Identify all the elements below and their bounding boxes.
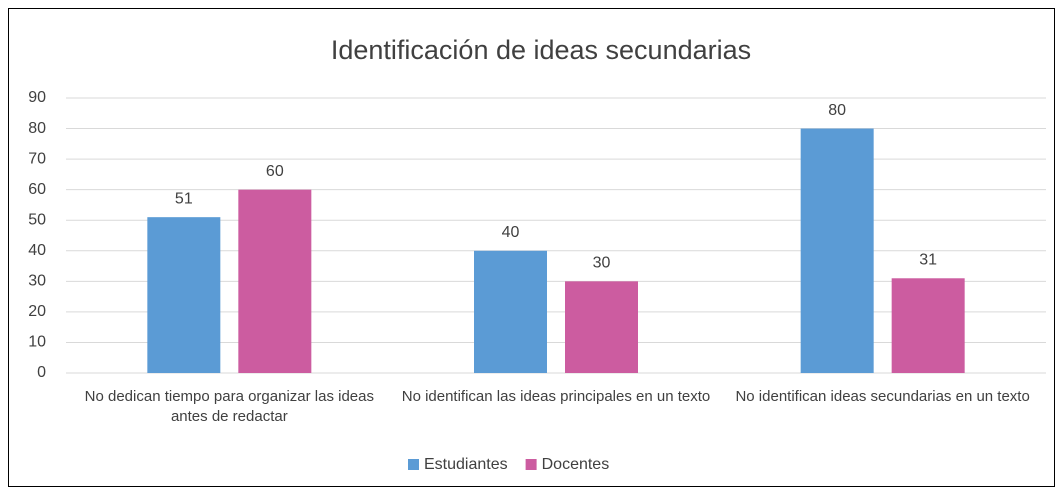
y-tick-label: 40 <box>28 242 46 259</box>
x-tick-label: No identifican las ideas principales en … <box>401 388 711 405</box>
y-tick-label: 30 <box>28 273 46 290</box>
y-tick-label: 70 <box>28 150 46 167</box>
data-label: 40 <box>502 224 520 241</box>
chart-title: Identificación de ideas secundarias <box>331 35 751 65</box>
data-label: 51 <box>175 190 193 207</box>
bar <box>238 189 312 373</box>
data-label: 60 <box>266 163 284 180</box>
y-tick-label: 20 <box>28 303 46 320</box>
bar <box>147 217 221 373</box>
legend-swatch <box>525 459 537 470</box>
data-label: 30 <box>593 255 611 272</box>
legend-label: Estudiantes <box>424 456 508 473</box>
y-tick-label: 10 <box>28 334 46 351</box>
bar <box>891 278 965 373</box>
y-tick-label: 80 <box>28 120 46 137</box>
bar <box>474 250 547 373</box>
bar <box>800 128 874 373</box>
data-label: 80 <box>828 102 846 119</box>
y-tick-label: 0 <box>37 364 46 381</box>
data-label: 31 <box>919 251 937 268</box>
chart-border <box>8 8 1055 487</box>
x-tick-label: No identifican ideas secundarias en un t… <box>735 388 1030 405</box>
x-tick-label: No dedican tiempo para organizar las ide… <box>84 388 374 425</box>
bar <box>565 281 638 373</box>
legend-label: Docentes <box>542 456 610 473</box>
y-tick-label: 60 <box>28 181 46 198</box>
y-tick-label: 90 <box>28 89 46 106</box>
legend-swatch <box>408 459 419 470</box>
y-tick-label: 50 <box>28 211 46 228</box>
